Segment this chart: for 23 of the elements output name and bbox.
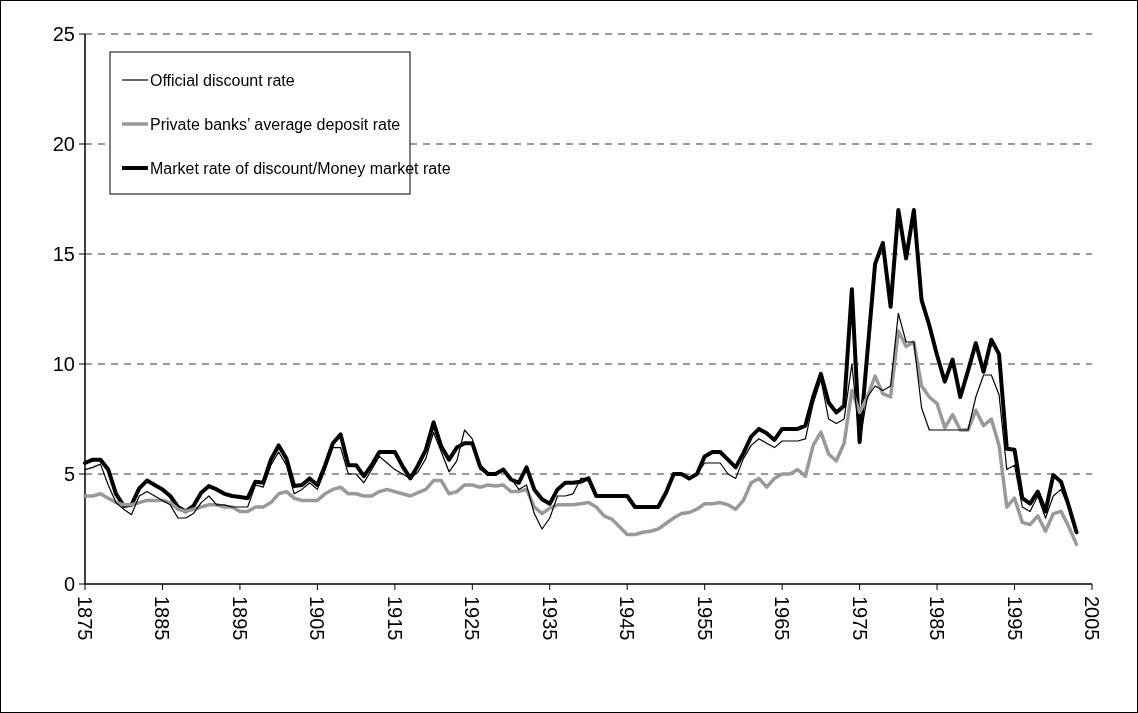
x-tick-label: 1985 — [926, 596, 949, 641]
x-tick-label: 1885 — [151, 596, 174, 641]
y-tick-label: 10 — [52, 353, 75, 375]
x-tick-label: 1975 — [848, 596, 871, 641]
y-tick-label: 0 — [63, 573, 75, 595]
x-tick-label: 1965 — [771, 596, 794, 641]
x-tick-label: 2005 — [1081, 596, 1103, 641]
x-tick-label: 1875 — [74, 596, 96, 641]
y-tick-label: 15 — [52, 243, 75, 265]
y-tick-label: 5 — [63, 463, 75, 485]
x-tick-label: 1895 — [228, 596, 251, 641]
x-tick-label: 1915 — [383, 596, 406, 641]
x-tick-label: 1955 — [693, 596, 716, 641]
legend-label: Private banks’ average deposit rate — [150, 115, 401, 133]
y-tick-label: 25 — [52, 23, 75, 45]
x-tick-label: 1935 — [538, 596, 561, 641]
x-tick-label: 1945 — [616, 596, 639, 641]
x-tick-label: 1905 — [306, 596, 329, 641]
x-tick-label: 1925 — [461, 596, 484, 641]
y-tick-label: 20 — [52, 133, 75, 155]
legend-label: Official discount rate — [150, 71, 295, 89]
legend-label: Market rate of discount/Money market rate — [150, 159, 451, 177]
x-tick-label: 1995 — [1003, 596, 1026, 641]
